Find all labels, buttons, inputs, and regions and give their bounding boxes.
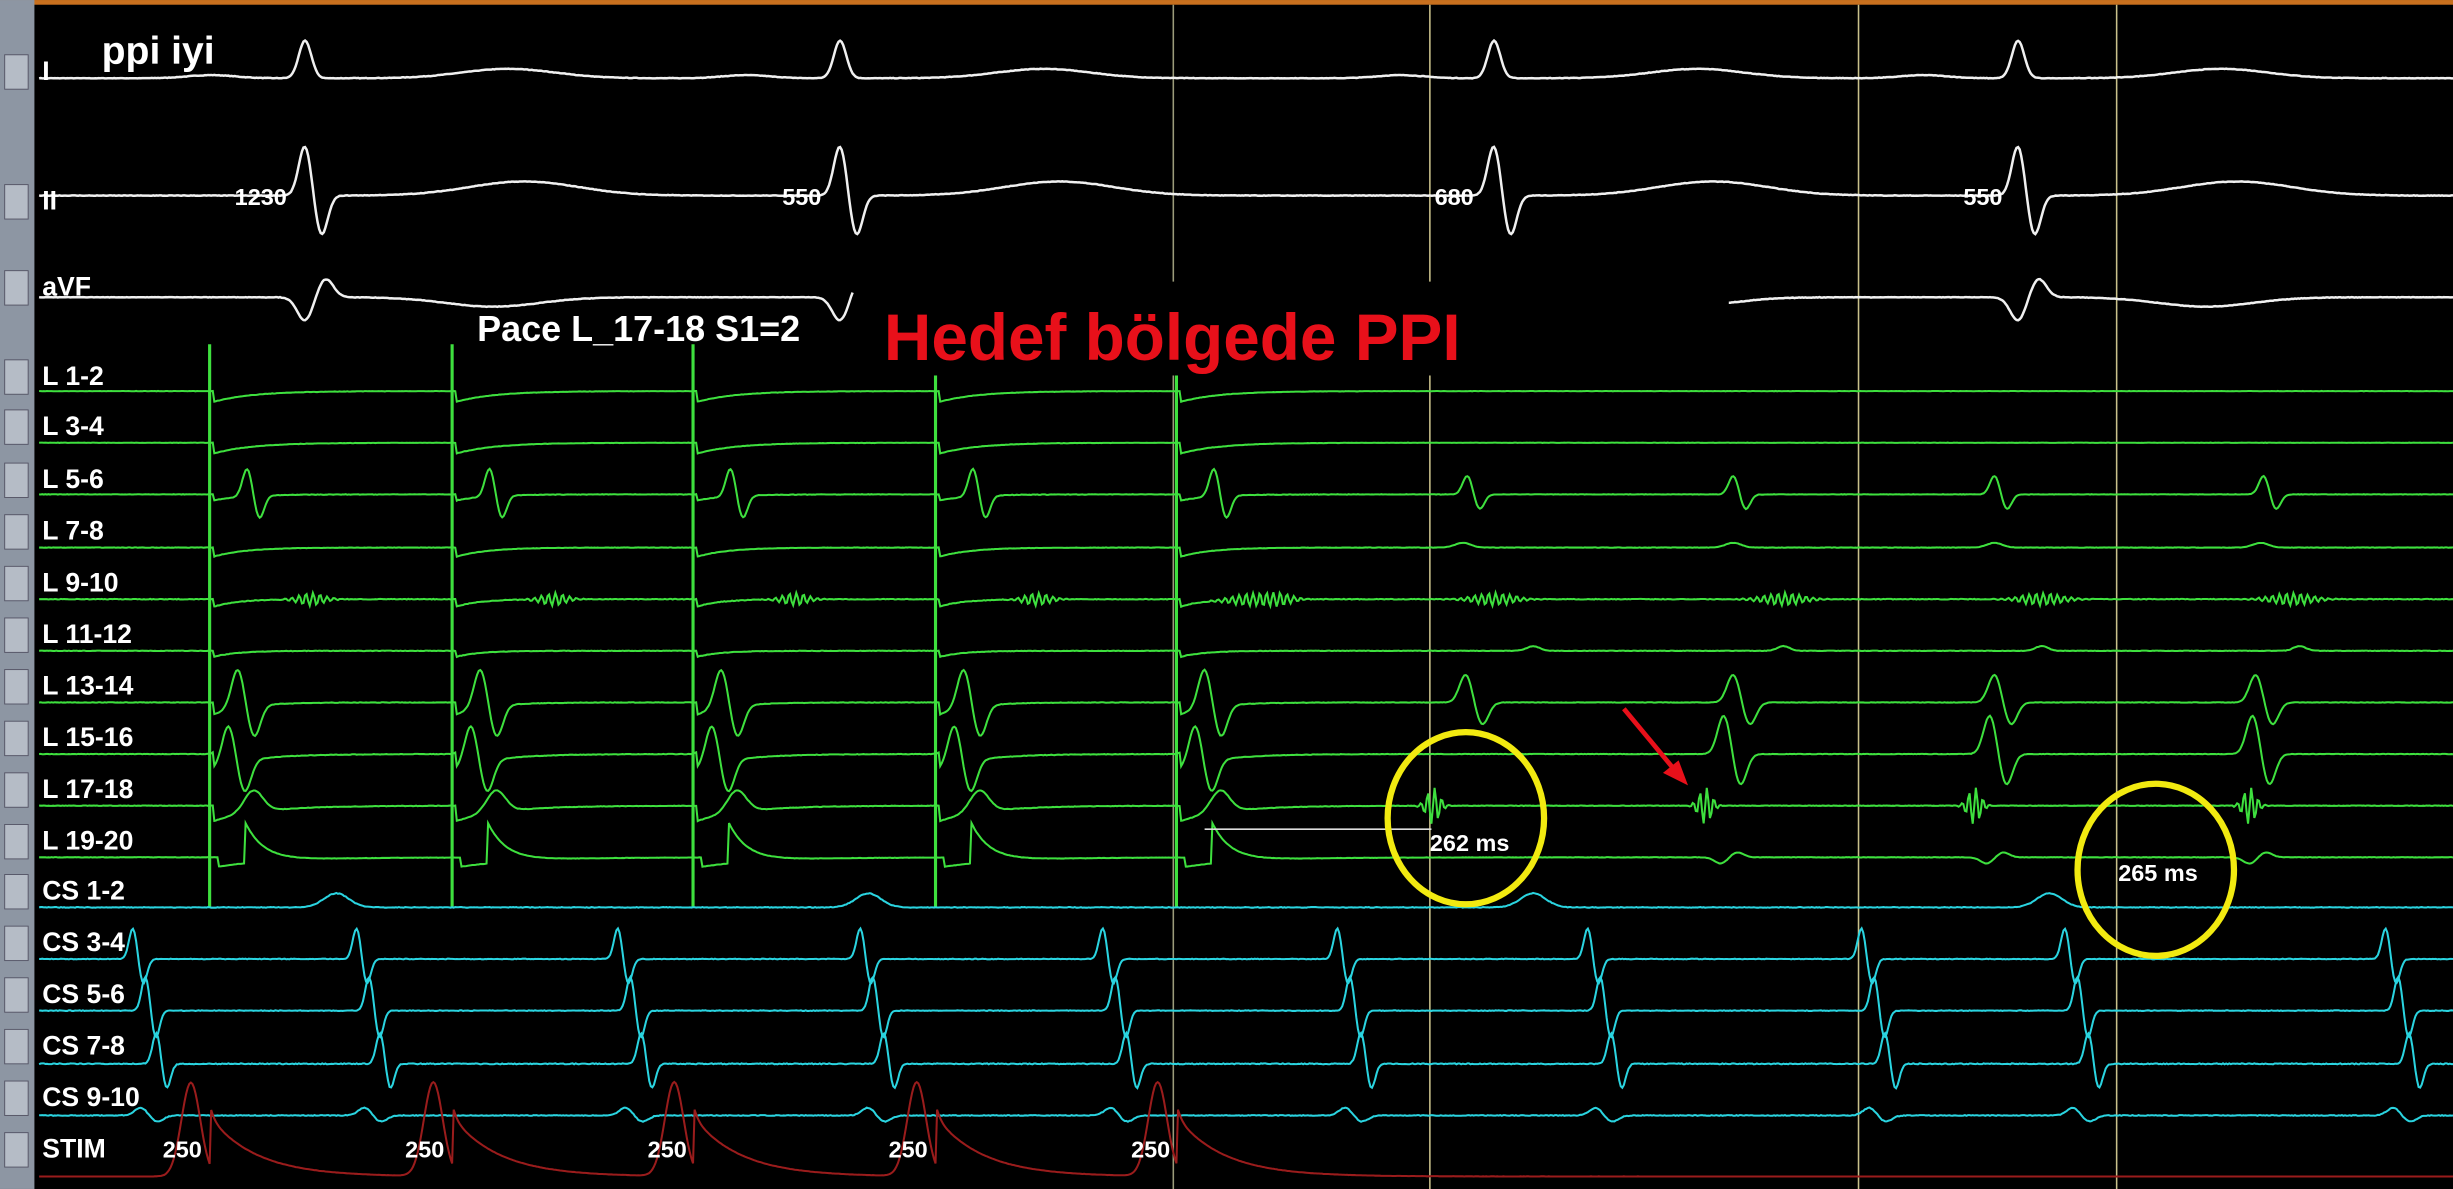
channel-label: L 9-10 (42, 567, 118, 597)
scroll-button (4, 720, 29, 757)
channel-label: L 19-20 (42, 825, 133, 855)
highlight-circle (2074, 780, 2238, 960)
trace (38, 145, 2453, 236)
channel-label: L 7-8 (42, 516, 104, 546)
highlight-circle (1384, 729, 1548, 908)
trace (39, 389, 2453, 404)
traces (38, 38, 2453, 1178)
channel-label: L 15-16 (42, 722, 133, 752)
scroll-button (4, 514, 29, 550)
channel-label: CS 1-2 (42, 876, 125, 906)
scroll-button (4, 925, 29, 962)
pace-label: Pace L_17-18 S1=2 (477, 308, 800, 349)
interval-label: 680 (1435, 184, 1474, 210)
channel-label: L 1-2 (42, 361, 104, 391)
stim-label: 250 (1131, 1137, 1170, 1163)
scroll-button (4, 1080, 29, 1116)
trace (39, 589, 2453, 610)
channel-label: II (42, 186, 57, 216)
scroll-button (4, 359, 29, 395)
channel-label: L 13-14 (42, 671, 133, 701)
channel-label: L 3-4 (42, 411, 104, 441)
trace (39, 541, 2453, 559)
channel-label: CS 5-6 (42, 979, 125, 1009)
channel-label: L 17-18 (42, 774, 133, 804)
channel-label: I (42, 56, 49, 86)
scroll-button (4, 1132, 29, 1168)
measurement: 262 ms (1430, 830, 1510, 856)
channel-label: aVF (42, 272, 91, 302)
trace (39, 819, 2453, 868)
stim-label: 250 (405, 1137, 444, 1163)
trace (38, 668, 2453, 738)
interval-label: 550 (1963, 184, 2002, 210)
channel-label: STIM (42, 1134, 106, 1164)
trace (39, 441, 2453, 455)
channel-label: L 11-12 (42, 619, 132, 649)
scroll-button (4, 565, 29, 602)
interval-label: 1230 (235, 184, 287, 210)
stim-label: 250 (889, 1137, 928, 1163)
scroll-button (4, 977, 29, 1013)
trace (39, 926, 2453, 985)
arrow-head (1662, 760, 1689, 786)
trace (38, 891, 2453, 909)
scroll-button (4, 874, 29, 910)
trace (39, 714, 2453, 793)
trace (39, 974, 2453, 1039)
stim-label: 250 (163, 1137, 202, 1163)
trace (39, 644, 2453, 659)
scroll-button (4, 409, 29, 445)
trace (38, 38, 2453, 80)
channel-label: CS 9-10 (42, 1082, 140, 1112)
annotation-backdrop (868, 281, 1729, 376)
scroll-button (4, 617, 29, 653)
annotation: Hedef bölgede PPI (884, 301, 1461, 374)
cursor-lines (1172, 4, 2118, 1189)
trace (39, 467, 2453, 520)
channel-label: L 5-6 (42, 464, 104, 494)
scroll-button (4, 772, 29, 808)
scroll-button (4, 1028, 29, 1065)
scroll-button (4, 54, 29, 90)
channel-label: CS 3-4 (42, 927, 125, 957)
scroll-button (4, 184, 29, 220)
top-border (0, 0, 2453, 5)
trace (39, 1080, 2453, 1178)
scroll-button (4, 462, 29, 498)
scroll-button (4, 823, 29, 860)
scroll-button (4, 669, 29, 705)
trace (38, 278, 854, 322)
measurement: 265 ms (2118, 860, 2198, 886)
channel-label: CS 7-8 (42, 1030, 125, 1060)
trace (38, 1030, 2453, 1090)
stim-label: 250 (648, 1137, 687, 1163)
title: ppi iyi (102, 30, 215, 73)
interval-label: 550 (782, 184, 821, 210)
arrow-shaft (1622, 707, 1679, 775)
scroll-button (4, 270, 29, 306)
trace (39, 787, 2453, 824)
trace (1728, 277, 2453, 322)
